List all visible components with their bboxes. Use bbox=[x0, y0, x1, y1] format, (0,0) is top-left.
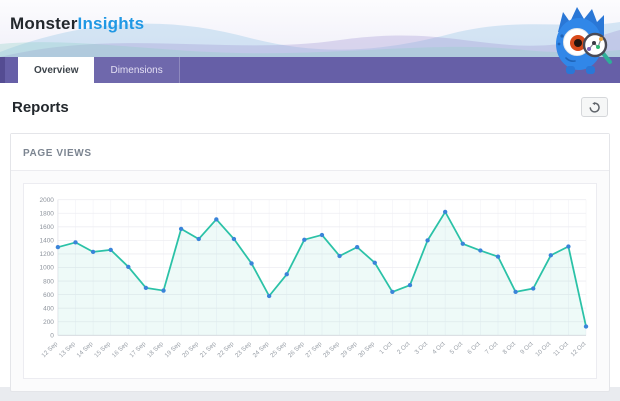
svg-text:600: 600 bbox=[43, 292, 54, 299]
svg-text:1 Oct: 1 Oct bbox=[378, 340, 394, 355]
svg-text:28 Sep: 28 Sep bbox=[322, 340, 341, 359]
svg-text:1800: 1800 bbox=[40, 211, 55, 218]
svg-text:11 Oct: 11 Oct bbox=[552, 340, 570, 357]
svg-text:3 Oct: 3 Oct bbox=[413, 340, 429, 355]
card-body: 0 200 400 600 800 1000 1200 1400 1600 1800 2000 12 … bbox=[11, 171, 609, 391]
svg-text:15 Sep: 15 Sep bbox=[93, 340, 112, 359]
svg-text:1600: 1600 bbox=[40, 224, 55, 231]
svg-text:12 Sep: 12 Sep bbox=[40, 340, 59, 359]
svg-text:26 Sep: 26 Sep bbox=[287, 340, 306, 359]
svg-text:200: 200 bbox=[43, 319, 54, 326]
tab-overview[interactable]: Overview bbox=[18, 57, 95, 83]
chart-container: 0 200 400 600 800 1000 1200 1400 1600 1800 2000 12 … bbox=[23, 183, 597, 379]
monsterinsights-app: MonsterInsights Overview Dimensions bbox=[0, 0, 620, 392]
svg-text:8 Oct: 8 Oct bbox=[501, 340, 517, 355]
tab-dimensions-label: Dimensions bbox=[110, 64, 163, 76]
svg-text:23 Sep: 23 Sep bbox=[234, 340, 253, 359]
svg-text:29 Sep: 29 Sep bbox=[340, 340, 359, 359]
svg-text:19 Sep: 19 Sep bbox=[163, 340, 182, 359]
svg-text:2 Oct: 2 Oct bbox=[396, 340, 412, 355]
svg-text:6 Oct: 6 Oct bbox=[466, 340, 482, 355]
svg-text:22 Sep: 22 Sep bbox=[216, 340, 235, 359]
svg-text:27 Sep: 27 Sep bbox=[304, 340, 323, 359]
app-header: MonsterInsights bbox=[0, 0, 620, 57]
page-title: Reports bbox=[12, 98, 69, 116]
svg-text:24 Sep: 24 Sep bbox=[251, 340, 270, 359]
tab-overview-label: Overview bbox=[34, 64, 79, 76]
svg-text:7 Oct: 7 Oct bbox=[484, 340, 500, 355]
svg-text:13 Sep: 13 Sep bbox=[58, 340, 77, 359]
svg-text:400: 400 bbox=[43, 305, 54, 312]
content-area: Reports PAGE VIEWS 0 200 400 600 800 1000 1200… bbox=[0, 83, 620, 392]
svg-text:9 Oct: 9 Oct bbox=[519, 340, 535, 355]
svg-text:10 Oct: 10 Oct bbox=[534, 340, 552, 358]
tab-dimensions[interactable]: Dimensions bbox=[94, 57, 180, 83]
logo-text-monster: Monster bbox=[10, 14, 78, 33]
app-logo: MonsterInsights bbox=[10, 14, 144, 34]
logo-text-insights: Insights bbox=[77, 14, 145, 33]
page-header-row: Reports bbox=[10, 97, 610, 117]
svg-text:1000: 1000 bbox=[40, 265, 55, 272]
svg-text:2000: 2000 bbox=[40, 197, 55, 204]
page-views-card: PAGE VIEWS 0 200 400 600 800 1000 1200 1400 1600… bbox=[10, 133, 610, 392]
tab-bar: Overview Dimensions bbox=[0, 57, 620, 83]
svg-text:16 Sep: 16 Sep bbox=[111, 340, 130, 359]
svg-text:1200: 1200 bbox=[40, 251, 55, 258]
card-header: PAGE VIEWS bbox=[11, 134, 609, 171]
svg-text:4 Oct: 4 Oct bbox=[431, 340, 447, 355]
svg-text:18 Sep: 18 Sep bbox=[146, 340, 165, 359]
svg-text:800: 800 bbox=[43, 278, 54, 285]
svg-text:25 Sep: 25 Sep bbox=[269, 340, 288, 359]
svg-text:14 Sep: 14 Sep bbox=[75, 340, 94, 359]
svg-text:17 Sep: 17 Sep bbox=[128, 340, 147, 359]
card-title: PAGE VIEWS bbox=[23, 148, 92, 159]
refresh-icon bbox=[589, 101, 600, 113]
svg-text:30 Sep: 30 Sep bbox=[357, 340, 376, 359]
svg-text:20 Sep: 20 Sep bbox=[181, 340, 200, 359]
page-views-line-chart[interactable]: 0 200 400 600 800 1000 1200 1400 1600 1800 2000 12 … bbox=[28, 190, 592, 376]
wave-decoration-graphic bbox=[0, 22, 620, 57]
svg-text:21 Sep: 21 Sep bbox=[199, 340, 218, 359]
svg-text:0: 0 bbox=[50, 333, 54, 340]
svg-text:12 Oct: 12 Oct bbox=[569, 340, 587, 358]
monster-mascot-icon bbox=[556, 7, 612, 74]
refresh-button[interactable] bbox=[581, 97, 608, 117]
svg-text:1400: 1400 bbox=[40, 238, 55, 245]
svg-text:5 Oct: 5 Oct bbox=[449, 340, 465, 355]
